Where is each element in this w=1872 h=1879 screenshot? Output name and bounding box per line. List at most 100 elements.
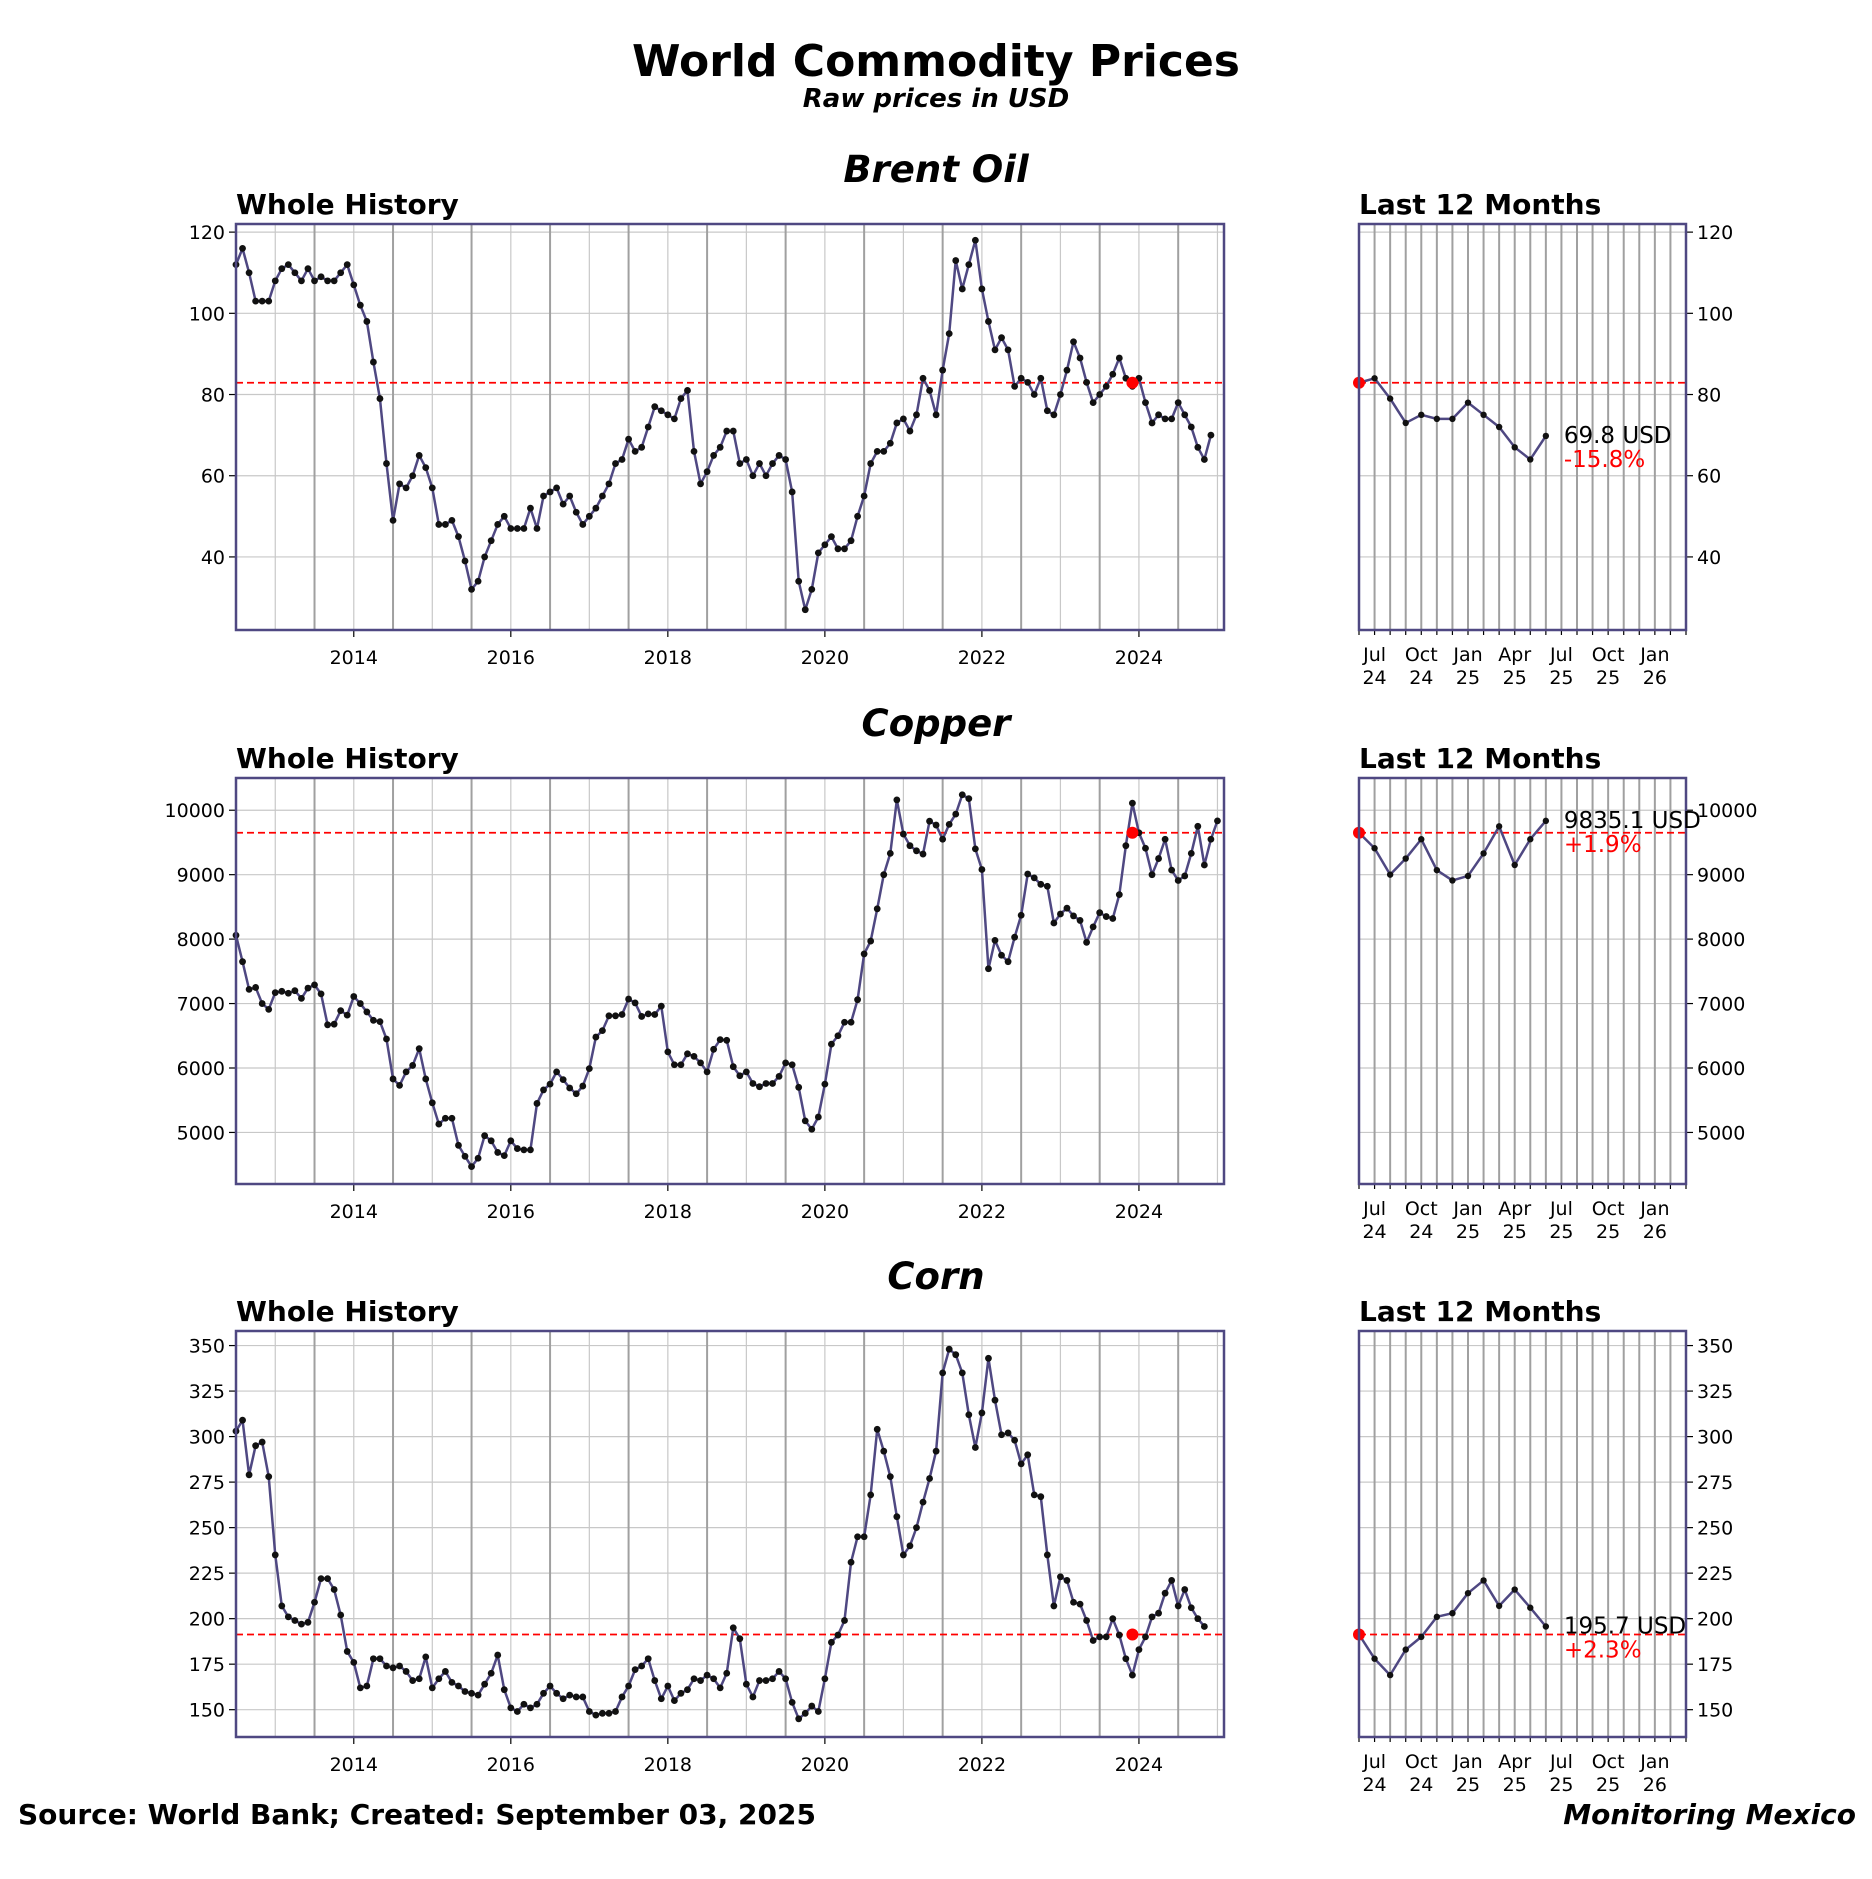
- recent-data-point: [1418, 836, 1425, 843]
- data-point: [860, 950, 868, 958]
- data-point: [1057, 910, 1064, 918]
- data-point: [834, 1032, 842, 1040]
- data-point: [1011, 1436, 1019, 1444]
- data-point: [625, 435, 632, 443]
- data-point: [330, 1020, 338, 1028]
- data-point: [736, 1635, 744, 1643]
- data-point: [527, 1146, 534, 1154]
- data-point: [415, 1045, 423, 1053]
- data-point: [886, 439, 894, 447]
- data-point: [1115, 354, 1123, 362]
- data-point: [356, 1000, 364, 1007]
- data-point: [742, 1680, 750, 1688]
- data-point: [500, 1152, 508, 1160]
- data-point: [625, 995, 632, 1003]
- recent-data-point: [1449, 1609, 1456, 1617]
- data-point: [278, 987, 286, 995]
- data-point: [788, 488, 796, 496]
- data-point: [729, 1063, 737, 1071]
- data-point: [1050, 919, 1058, 927]
- data-point: [500, 512, 508, 520]
- data-point: [710, 1675, 718, 1683]
- data-point: [618, 1693, 626, 1701]
- data-point: [350, 993, 358, 1000]
- data-point: [317, 1575, 325, 1583]
- x-tick-label: 24: [1362, 667, 1386, 689]
- recent-data-point: [1402, 1646, 1409, 1653]
- data-point: [690, 447, 698, 455]
- data-point: [566, 492, 574, 500]
- y-tick-label: 325: [189, 1381, 225, 1403]
- x-tick-label: 2014: [330, 647, 378, 669]
- y-tick-label: 8000: [177, 929, 225, 951]
- data-point: [271, 1551, 279, 1559]
- x-tick-label: 25: [1503, 667, 1527, 689]
- data-point: [1083, 378, 1090, 386]
- data-point: [1050, 1602, 1058, 1610]
- y-tick-label: 120: [1697, 222, 1733, 244]
- data-point: [1076, 354, 1084, 362]
- recent-data-point: [1511, 861, 1518, 869]
- data-point: [873, 1425, 881, 1433]
- data-point: [422, 1075, 430, 1083]
- data-point: [533, 1100, 541, 1107]
- x-tick-label: 26: [1643, 667, 1667, 689]
- data-point: [481, 553, 489, 561]
- data-point: [814, 1113, 822, 1121]
- data-point: [1043, 1551, 1051, 1559]
- data-point: [716, 1036, 724, 1044]
- data-point: [566, 1691, 574, 1699]
- data-point: [762, 1080, 770, 1087]
- y-tick-label: 40: [201, 547, 225, 569]
- y-tick-label: 7000: [177, 994, 225, 1016]
- data-point: [670, 415, 678, 423]
- data-point: [939, 1369, 947, 1377]
- data-point: [370, 1016, 377, 1024]
- data-point: [343, 1648, 351, 1655]
- data-point: [769, 1080, 776, 1087]
- data-point: [945, 330, 953, 338]
- recent-data-point: [1542, 432, 1550, 440]
- data-point: [808, 1702, 816, 1710]
- data-point: [605, 480, 613, 488]
- y-tick-label: 6000: [177, 1058, 225, 1080]
- recent-data-point: [1480, 411, 1487, 419]
- data-point: [828, 533, 835, 541]
- data-point: [461, 1688, 469, 1695]
- data-point: [1024, 1451, 1032, 1459]
- x-tick-label: Jul: [1362, 1198, 1386, 1220]
- data-point: [298, 995, 305, 1002]
- data-point: [1181, 872, 1189, 880]
- data-point: [899, 415, 907, 423]
- data-point: [468, 586, 475, 593]
- data-point: [409, 472, 417, 480]
- data-point: [638, 1013, 646, 1020]
- x-tick-label: 2018: [644, 1201, 692, 1223]
- data-point: [612, 1012, 619, 1020]
- x-tick-label: 2018: [644, 1754, 692, 1776]
- data-point: [1142, 844, 1149, 852]
- data-point: [1148, 419, 1156, 427]
- data-point: [1168, 415, 1176, 423]
- data-point: [1037, 374, 1045, 382]
- data-point: [1024, 378, 1032, 386]
- x-tick-label: 26: [1643, 1221, 1667, 1243]
- data-point: [749, 472, 757, 480]
- data-point: [919, 1498, 927, 1506]
- data-point: [769, 460, 776, 467]
- data-point: [513, 525, 521, 532]
- data-point: [553, 484, 561, 492]
- data-point: [1037, 1493, 1045, 1501]
- whole-history-label: Whole History: [236, 742, 459, 775]
- x-tick-label: 25: [1456, 1774, 1480, 1796]
- data-point: [886, 1473, 894, 1481]
- data-point: [841, 1018, 848, 1026]
- data-point: [939, 835, 947, 843]
- last-12-months-label: Last 12 Months: [1359, 742, 1601, 775]
- data-point: [612, 1708, 619, 1715]
- data-point: [1200, 456, 1208, 463]
- data-point: [363, 1008, 371, 1016]
- y-tick-label: 10000: [1697, 800, 1757, 822]
- data-point: [913, 1524, 920, 1532]
- data-point: [376, 1655, 384, 1663]
